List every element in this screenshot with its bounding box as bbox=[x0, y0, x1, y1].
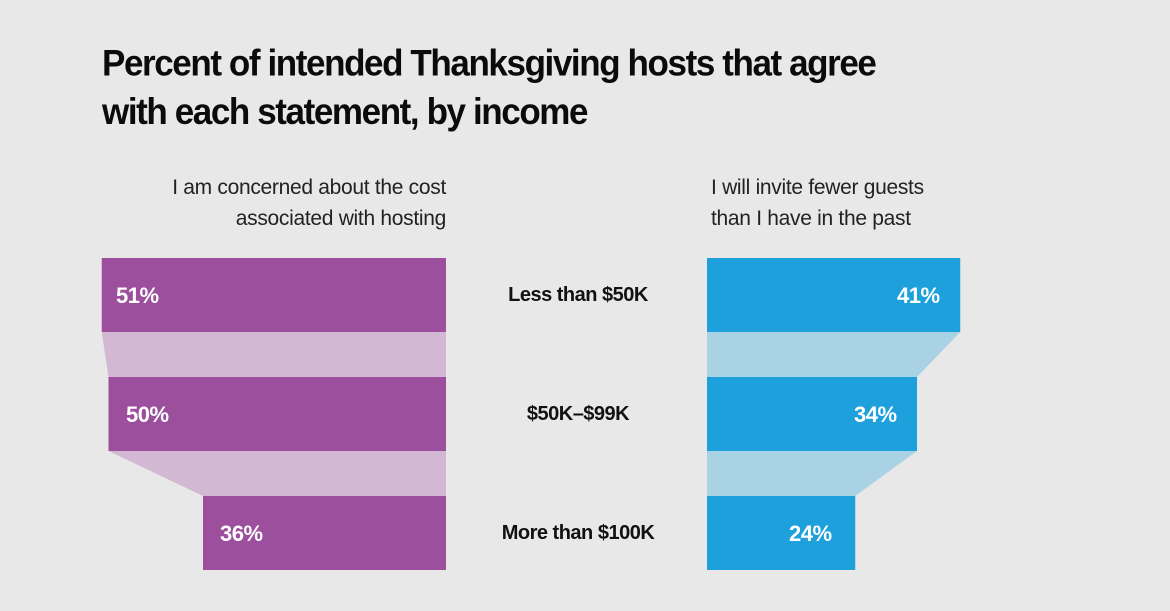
right-connector-2 bbox=[707, 451, 917, 496]
left-bar-3 bbox=[203, 496, 446, 570]
left-value-label-3: 36% bbox=[220, 521, 263, 546]
left-connector-1 bbox=[101, 332, 446, 377]
right-funnel bbox=[707, 258, 961, 570]
right-bar-1 bbox=[707, 258, 961, 332]
chart-title-line-1: Percent of intended Thanksgiving hosts t… bbox=[102, 43, 877, 85]
left-bar-2 bbox=[108, 377, 446, 451]
left-series-label-line-2: associated with hosting bbox=[235, 207, 447, 230]
category-label-mid-income: $50K–$99K bbox=[526, 403, 630, 425]
right-series-label-line-1: I will invite fewer guests bbox=[711, 176, 924, 199]
category-label-low-income: Less than $50K bbox=[508, 284, 648, 306]
right-value-label-3: 24% bbox=[789, 521, 832, 546]
right-value-label-1: 41% bbox=[897, 283, 940, 308]
chart-title-line-2: with each statement, by income bbox=[102, 91, 588, 133]
left-connector-2 bbox=[108, 451, 446, 496]
category-label-high-income: More than $100K bbox=[501, 522, 655, 544]
left-value-label-1: 51% bbox=[116, 283, 159, 308]
right-bar-3 bbox=[707, 496, 856, 570]
right-series-label-line-2: than I have in the past bbox=[711, 207, 911, 230]
right-value-label-2: 34% bbox=[854, 402, 897, 427]
chart-title: Percent of intended Thanksgiving hosts t… bbox=[102, 40, 1002, 137]
right-connector-1 bbox=[707, 332, 961, 377]
left-series-label-line-1: I am concerned about the cost bbox=[172, 176, 446, 199]
left-funnel bbox=[101, 258, 446, 570]
right-series-label: I will invite fewer guests than I have i… bbox=[711, 172, 1011, 234]
right-bar-2 bbox=[707, 377, 917, 451]
left-series-label: I am concerned about the cost associated… bbox=[100, 172, 446, 234]
left-bar-1 bbox=[101, 258, 446, 332]
left-value-label-2: 50% bbox=[126, 402, 169, 427]
